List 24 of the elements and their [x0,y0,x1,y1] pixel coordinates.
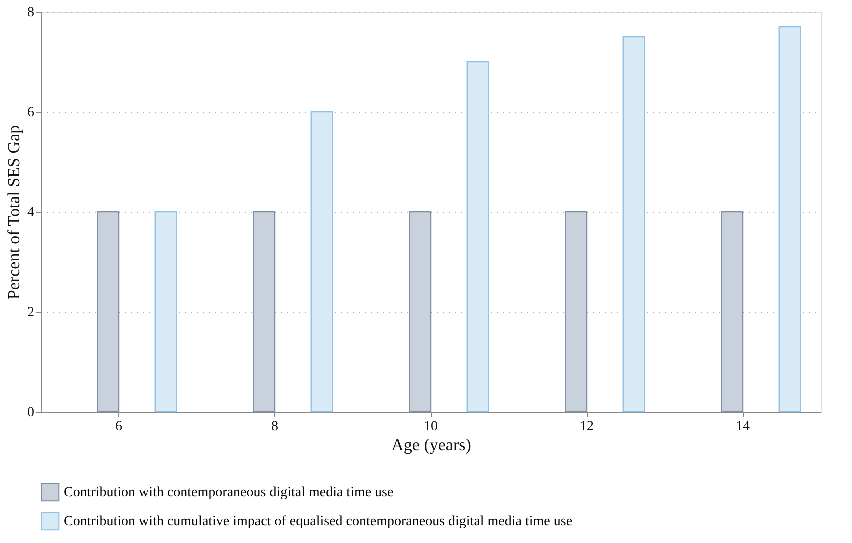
bar [154,211,178,413]
y-axis-title: Percent of Total SES Gap [4,125,24,300]
y-tick-label: 8 [28,6,34,20]
bar [565,211,588,413]
legend-label: Contribution with contemporaneous digital media time use [64,486,394,500]
y-tick-label: 6 [28,106,34,120]
bar [253,211,276,413]
x-tick-label: 6 [116,420,122,434]
y-tick-label: 2 [28,306,34,320]
bar [97,211,120,413]
x-axis-title: Age (years) [392,436,472,454]
bar [721,211,744,413]
legend-label: Contribution with cumulative impact of equalised contemporaneous digital media time use [64,514,573,530]
x-tick-label: 12 [580,420,594,434]
bar [310,111,334,413]
bar [409,211,432,413]
y-tick-label: 4 [28,206,34,220]
bar [778,26,802,413]
x-tick-label: 8 [272,420,278,434]
bar [466,61,490,413]
bar [622,36,646,413]
x-tick-label: 14 [736,420,750,434]
y-tick-label: 0 [28,406,34,420]
x-tick-label: 10 [424,420,438,434]
